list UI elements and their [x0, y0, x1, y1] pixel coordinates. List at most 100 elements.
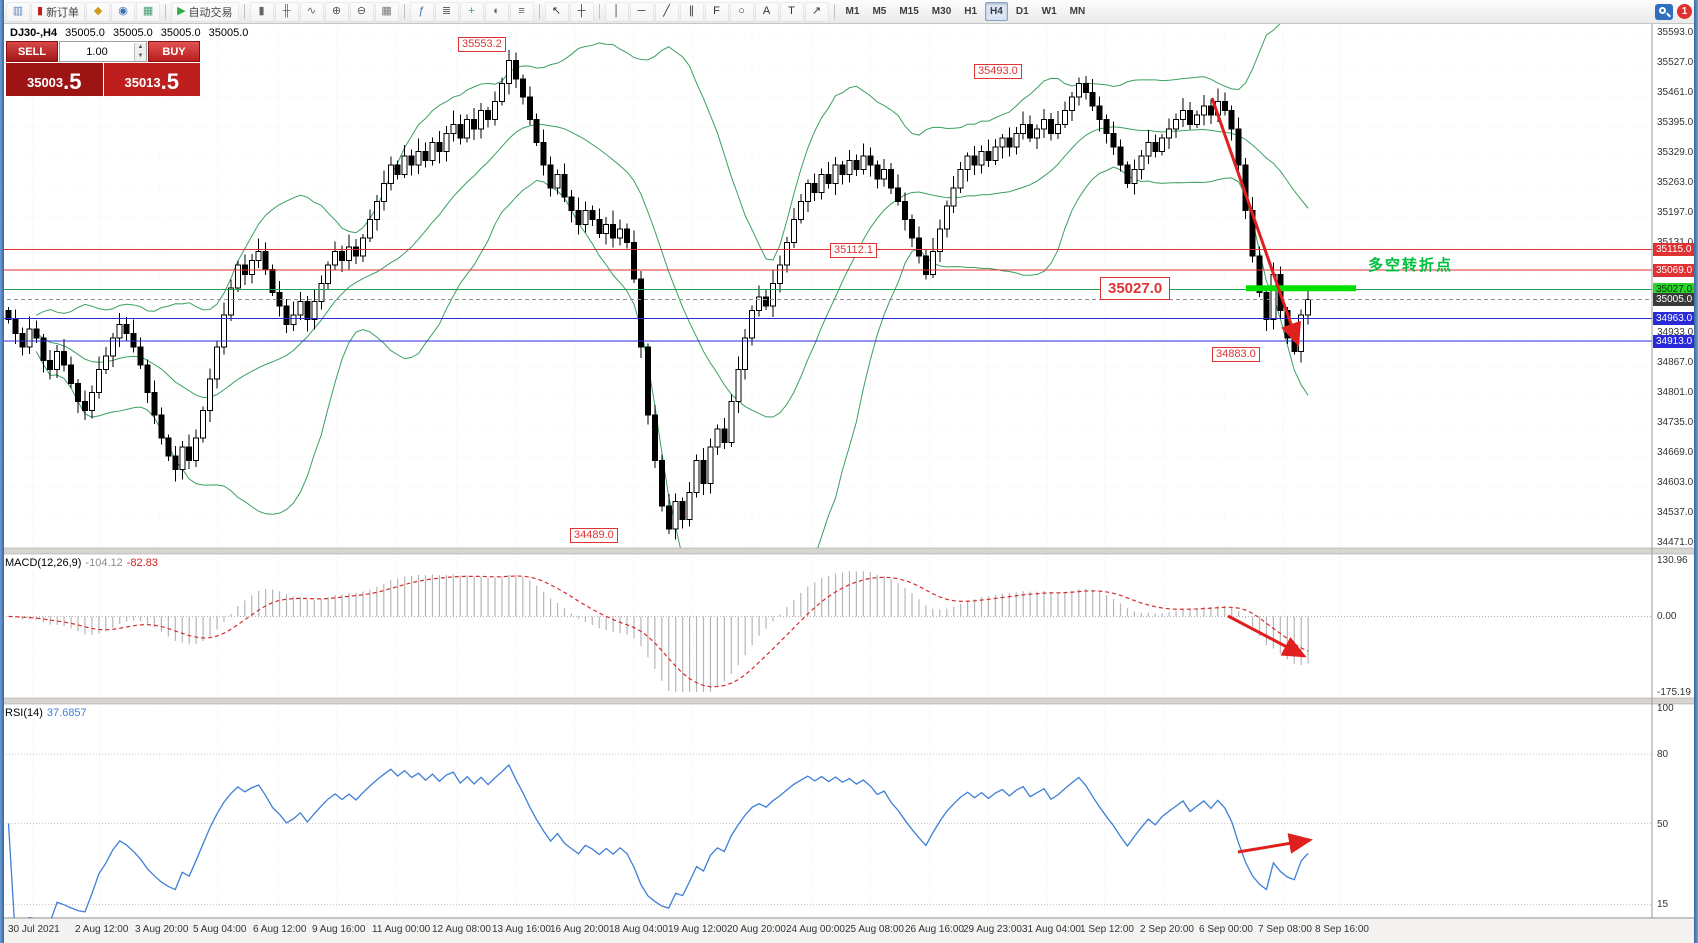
timeframe-m15-button[interactable]: M15 [899, 6, 919, 17]
timeframe-w1-button[interactable]: W1 [1041, 6, 1057, 17]
price-callout-label[interactable]: 35027.0 [1100, 277, 1171, 300]
trend-arrow-macd[interactable] [1227, 614, 1307, 658]
shapes-icon[interactable]: ○ [729, 1, 754, 22]
bar-chart-icon[interactable]: ▮ [249, 1, 274, 22]
volume-value[interactable]: 1.00 [86, 45, 108, 58]
notification-badge[interactable]: 1 [1677, 4, 1692, 19]
line-chart-icon[interactable]: ∿ [299, 1, 324, 22]
candlestick-chart-icon[interactable]: ╫ [274, 1, 299, 22]
timeframe-h4-button[interactable]: H4 [985, 2, 1008, 21]
toolbar: ▥ ▮ 新订单 ◆ ◉ ▦ ▶ 自动交易 ▮ ╫ ∿ ⊕ ⊖ ▦ ƒ ≣ + ◐ ≡ ↖ ┼ │ ─ ╱ ∥ F ○ A T ↗ M1 M5 M… [0, 0, 1698, 24]
price-callout-label[interactable]: 35112.1 [830, 243, 877, 258]
navigator-icon[interactable]: ◉ [111, 1, 136, 22]
turning-point-annotation[interactable]: 多空转折点 [1368, 257, 1454, 274]
timeframe-h1-button[interactable]: H1 [964, 6, 978, 17]
trend-arrow-rsi[interactable] [1237, 833, 1313, 854]
price-callout-label[interactable]: 34489.0 [570, 528, 618, 543]
zoom-out-icon[interactable]: ⊖ [349, 1, 374, 22]
trend-arrow-main[interactable] [1210, 97, 1301, 347]
timeframe-d1-button[interactable]: D1 [1015, 6, 1029, 17]
arrows-icon[interactable]: ↗ [804, 1, 829, 22]
trendline-icon[interactable]: ╱ [654, 1, 679, 22]
symbol-ohlc-line: DJ30-,H4 35005.0 35005.0 35005.0 35005.0 [10, 27, 253, 39]
toolbar-separator [598, 4, 600, 19]
price-axis-label: 35527.0 [1657, 57, 1694, 68]
market-watch-icon[interactable]: ◆ [86, 1, 111, 22]
volume-down-arrow[interactable] [135, 51, 146, 61]
time-axis-label: 9 Aug 16:00 [312, 924, 366, 935]
sell-price-display[interactable]: 35003.5 [6, 63, 103, 96]
high-value: 35005.0 [112, 27, 153, 39]
magnifier-glyph [1659, 6, 1666, 14]
time-axis-label: 24 Aug 00:00 [786, 924, 845, 935]
macd-axis-label: 130.96 [1657, 555, 1688, 566]
timeframe-m5-button[interactable]: M5 [872, 6, 887, 17]
price-callout-label[interactable]: 35553.2 [458, 37, 506, 52]
timeframe-m1-button[interactable]: M1 [845, 6, 860, 17]
indicators-icon[interactable]: ƒ [409, 1, 434, 22]
macd-axis-label: 0.00 [1657, 611, 1677, 623]
price-axis-label: 34669.0 [1657, 447, 1694, 458]
new-chart-icon[interactable]: ▥ [6, 1, 30, 22]
price-badge: 35069.0 [1653, 264, 1698, 277]
buy-button[interactable]: BUY [148, 41, 200, 62]
volume-up-arrow[interactable] [135, 42, 146, 52]
open-value: 35005.0 [65, 27, 105, 39]
buy-price-main: 35013 [124, 75, 161, 90]
cursor-icon[interactable]: ↖ [544, 1, 569, 22]
price-badge: 34913.0 [1653, 335, 1698, 348]
time-axis-label: 26 Aug 16:00 [905, 924, 964, 935]
time-axis-label: 5 Aug 04:00 [193, 924, 247, 935]
vertical-line-icon[interactable]: │ [604, 1, 629, 22]
fibonacci-icon[interactable]: F [704, 1, 729, 22]
horizontal-line-icon[interactable]: ─ [629, 1, 654, 22]
price-callout-label[interactable]: 35493.0 [974, 64, 1022, 79]
price-badge: 35005.0 [1653, 293, 1698, 306]
macd-signal-value: -82.83 [126, 557, 158, 569]
price-axis-label: 35263.0 [1657, 177, 1694, 188]
sell-button[interactable]: SELL [6, 41, 58, 62]
price-axis-label: 35131.0 [1657, 237, 1693, 248]
buy-price-display[interactable]: 35013.5 [103, 63, 200, 96]
add-indicator-icon[interactable]: + [459, 1, 484, 22]
time-axis-label: 25 Aug 08:00 [845, 924, 904, 935]
price-axis-label: 34471.0 [1657, 537, 1694, 548]
crosshair-icon[interactable]: ┼ [569, 1, 594, 22]
tile-windows-icon[interactable]: ▦ [374, 1, 399, 22]
time-axis-label: 29 Aug 23:00 [963, 924, 1022, 935]
time-axis-label: 8 Sep 16:00 [1315, 924, 1369, 935]
rsi-value: 37.6857 [46, 707, 87, 719]
symbol-period-label: DJ30-,H4 [10, 27, 58, 39]
terminal-icon[interactable]: ▦ [136, 1, 161, 22]
volume-field[interactable]: 1.00 [59, 41, 147, 62]
timeframe-mn-button[interactable]: MN [1069, 6, 1086, 17]
new-order-button[interactable]: ▮ 新订单 [31, 1, 86, 22]
templates-icon[interactable]: ≡ [509, 1, 534, 22]
text-icon[interactable]: A [754, 1, 779, 22]
channel-icon[interactable]: ∥ [679, 1, 704, 22]
toolbar-right: 1 [1655, 3, 1692, 20]
zoom-in-icon[interactable]: ⊕ [324, 1, 349, 22]
time-axis-label: 6 Sep 00:00 [1199, 924, 1253, 935]
timeframe-m30-button[interactable]: M30 [931, 6, 952, 17]
time-axis-label: 20 Aug 20:00 [727, 924, 786, 935]
toolbar-separator [833, 4, 835, 19]
price-axis-label: 35395.0 [1657, 117, 1694, 128]
price-axis-label: 34537.0 [1657, 507, 1694, 518]
price-callout-label[interactable]: 34883.0 [1212, 347, 1260, 362]
label-icon[interactable]: T [779, 1, 804, 22]
time-axis-label: 2 Sep 20:00 [1140, 924, 1194, 935]
auto-trading-button[interactable]: ▶ 自动交易 [171, 1, 239, 22]
periods-icon[interactable]: ◐ [484, 1, 509, 22]
time-axis-label: 12 Aug 08:00 [432, 924, 491, 935]
search-icon[interactable] [1655, 3, 1673, 20]
price-axis-label: 34801.0 [1657, 387, 1694, 398]
price-axis-label: 34933.0 [1657, 327, 1694, 338]
price-axis-label: 35197.0 [1657, 207, 1694, 218]
price-badge: 35115.0 [1653, 243, 1698, 256]
rsi-axis-label: 80 [1657, 749, 1669, 761]
buy-price-fraction: .5 [160, 69, 179, 94]
indicator-list-icon[interactable]: ≣ [434, 1, 459, 22]
